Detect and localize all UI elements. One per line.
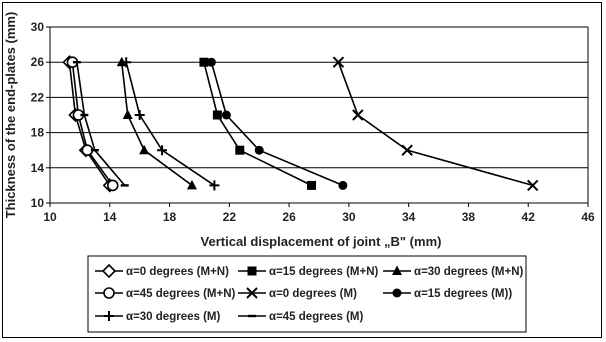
series-6-point-3 xyxy=(209,180,220,191)
x-tick-label-5: 30 xyxy=(342,210,356,224)
legend-item-4: α=0 degrees (M) xyxy=(238,287,357,300)
series-6-point-0 xyxy=(121,57,132,68)
x-tick-label-0: 10 xyxy=(43,210,57,224)
series-0-line xyxy=(68,62,111,186)
legend-swatch-marker-3 xyxy=(103,287,115,299)
legend-swatch-marker-1 xyxy=(247,266,257,276)
series-2 xyxy=(116,56,197,190)
x-tick-label-3: 22 xyxy=(223,210,237,224)
legend-item-0: α=0 degrees (M+N) xyxy=(95,263,229,279)
legend-label-6: α=30 degrees (M) xyxy=(126,311,220,323)
legend-label-2: α=30 degrees (M+N) xyxy=(414,266,524,278)
series-0 xyxy=(62,55,117,193)
legend-item-3: α=45 degrees (M+N) xyxy=(95,287,236,300)
series-2-point-2 xyxy=(139,144,150,155)
series-3-point-3 xyxy=(106,179,119,192)
series-3 xyxy=(66,56,119,192)
legend-swatch-marker-0 xyxy=(101,263,117,279)
series-4-point-3 xyxy=(526,179,539,192)
series-3-line xyxy=(71,62,114,186)
legend-label-0: α=0 degrees (M+N) xyxy=(126,266,229,278)
legend-item-6: α=30 degrees (M) xyxy=(95,311,220,323)
series-6-point-1 xyxy=(134,110,145,120)
legend-label-1: α=15 degrees (M+N) xyxy=(269,266,379,278)
series-6-line xyxy=(125,62,215,187)
legend-label-5: α=15 degrees (M)) xyxy=(414,288,512,300)
y-tick-label-5: 30 xyxy=(31,20,45,34)
legend-swatch-marker-5 xyxy=(392,288,402,298)
series-1-point-3 xyxy=(307,180,317,190)
series-5-point-0 xyxy=(206,57,216,67)
series-4-line xyxy=(337,61,533,187)
legend-item-1: α=15 degrees (M+N) xyxy=(238,266,379,278)
legend-item-2: α=30 degrees (M+N) xyxy=(383,265,524,278)
series-group xyxy=(62,55,539,193)
x-tick-label-8: 42 xyxy=(522,210,536,224)
series-5-point-1 xyxy=(221,110,231,120)
series-6 xyxy=(121,57,220,191)
x-tick-label-2: 18 xyxy=(163,210,177,224)
y-tick-label-0: 10 xyxy=(31,196,45,210)
y-tick-label-3: 22 xyxy=(31,90,45,104)
x-tick-label-1: 14 xyxy=(103,210,117,224)
x-tick-label-7: 38 xyxy=(462,210,476,224)
series-1-point-0 xyxy=(199,57,209,67)
x-axis-title: Vertical displacement of joint „B" (mm) xyxy=(201,234,442,249)
y-tick-label-1: 14 xyxy=(31,161,45,175)
grid-lines xyxy=(50,26,588,204)
plot-area xyxy=(49,26,589,204)
series-4 xyxy=(332,56,539,192)
series-4-point-0 xyxy=(332,56,345,68)
legend-label-7: α=45 degrees (M) xyxy=(269,311,363,323)
axis-ticks: 10 14 18 22 26 30 10 14 18 22 26 30 34 38 42 46 xyxy=(31,20,595,224)
legend-swatch-marker-6 xyxy=(104,311,114,321)
legend: α=0 degrees (M+N) α=15 degrees (M+N) α=30 … xyxy=(87,255,527,333)
series-5-line xyxy=(210,61,344,187)
series-5-point-3 xyxy=(338,180,348,190)
x-tick-label-4: 26 xyxy=(282,210,296,224)
series-4-point-2 xyxy=(401,144,413,156)
series-2-point-1 xyxy=(122,109,133,119)
x-tick-label-6: 34 xyxy=(402,210,416,224)
legend-label-3: α=45 degrees (M+N) xyxy=(126,288,236,300)
series-7 xyxy=(72,61,129,187)
series-1-point-1 xyxy=(212,110,222,120)
series-2-line xyxy=(120,62,193,187)
series-1 xyxy=(199,57,317,190)
series-7-line xyxy=(76,62,126,186)
legend-label-4: α=0 degrees (M) xyxy=(269,288,357,300)
series-6-point-2 xyxy=(157,145,168,156)
y-tick-label-2: 18 xyxy=(31,126,45,140)
legend-item-7: α=45 degrees (M) xyxy=(238,311,363,323)
series-5-point-2 xyxy=(254,145,264,155)
series-5 xyxy=(206,57,348,190)
series-1-line xyxy=(203,62,312,187)
x-tick-label-9: 46 xyxy=(581,210,595,224)
legend-swatch-marker-4 xyxy=(246,287,258,299)
legend-item-5: α=15 degrees (M)) xyxy=(383,288,512,300)
series-4-point-1 xyxy=(352,109,364,121)
y-tick-label-4: 26 xyxy=(31,55,45,69)
series-1-point-2 xyxy=(235,145,245,155)
series-2-point-3 xyxy=(186,179,197,190)
y-axis-title: Thickness of the end-plates (mm) xyxy=(3,12,18,219)
legend-swatch-marker-2 xyxy=(392,265,402,275)
legend-box xyxy=(87,255,527,333)
